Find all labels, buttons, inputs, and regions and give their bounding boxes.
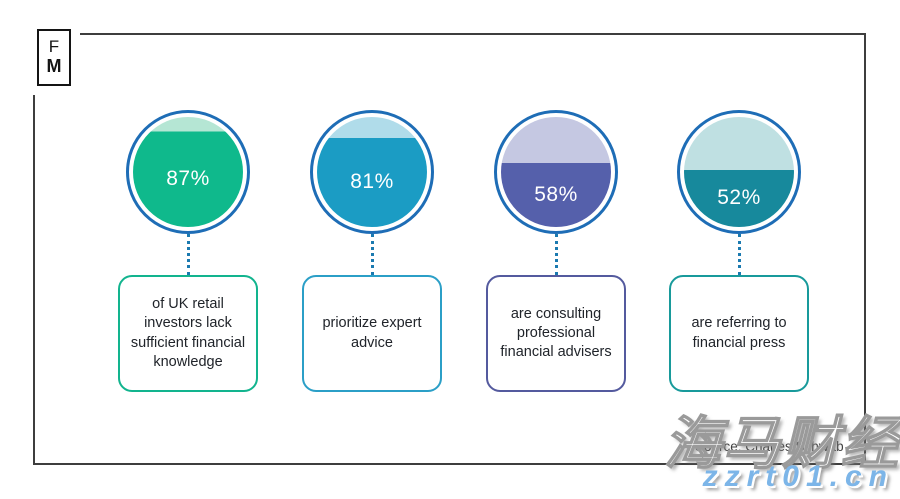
percentage-circle: 81% — [310, 110, 434, 234]
content-frame-border — [33, 33, 866, 465]
percentage-circle: 52% — [677, 110, 801, 234]
percentage-value: 52% — [717, 186, 761, 210]
percentage-circle-fill: 81% — [317, 117, 427, 227]
source-attribution: Source: Charles Schwab — [695, 439, 844, 454]
stat-label-text: are referring to financial press — [691, 315, 787, 351]
dotted-connector-line — [370, 234, 374, 275]
stat-label-box: are referring to financial press — [669, 275, 809, 392]
fm-logo: F M — [37, 29, 71, 86]
dotted-connector-line — [737, 234, 741, 275]
stat-label-box: prioritize expert advice — [302, 275, 442, 392]
stat-column-uk-retail-knowledge: 87% of UK retail investors lack sufficie… — [113, 110, 263, 392]
stat-label-text: prioritize expert advice — [322, 315, 422, 351]
stat-label-text: are consulting professional financial ad… — [500, 305, 612, 361]
percentage-value: 87% — [166, 167, 210, 191]
stat-label-box: of UK retail investors lack sufficient f… — [118, 275, 258, 392]
percentage-circle-fill: 52% — [684, 117, 794, 227]
fm-logo-letter-f: F — [48, 37, 60, 57]
stat-column-financial-press: 52% are referring to financial press — [664, 110, 814, 392]
stat-label-box: are consulting professional financial ad… — [486, 275, 626, 392]
percentage-circle-fill: 58% — [501, 117, 611, 227]
dotted-connector-line — [554, 234, 558, 275]
percentage-value: 81% — [350, 170, 394, 194]
percentage-value: 58% — [534, 183, 578, 207]
stat-column-expert-advice: 81% prioritize expert advice — [297, 110, 447, 392]
watermark-cjk-text: 海马财经 — [663, 411, 900, 477]
dotted-connector-line — [186, 234, 190, 275]
stat-column-financial-advisers: 58% are consulting professional financia… — [481, 110, 631, 392]
percentage-circle-fill: 87% — [133, 117, 243, 227]
stat-label-text: of UK retail investors lack sufficient f… — [130, 296, 246, 370]
watermark-url-text: zzrt01.cn — [702, 460, 894, 493]
percentage-circle: 87% — [126, 110, 250, 234]
fm-logo-letter-m: M — [46, 55, 62, 76]
percentage-circle: 58% — [494, 110, 618, 234]
